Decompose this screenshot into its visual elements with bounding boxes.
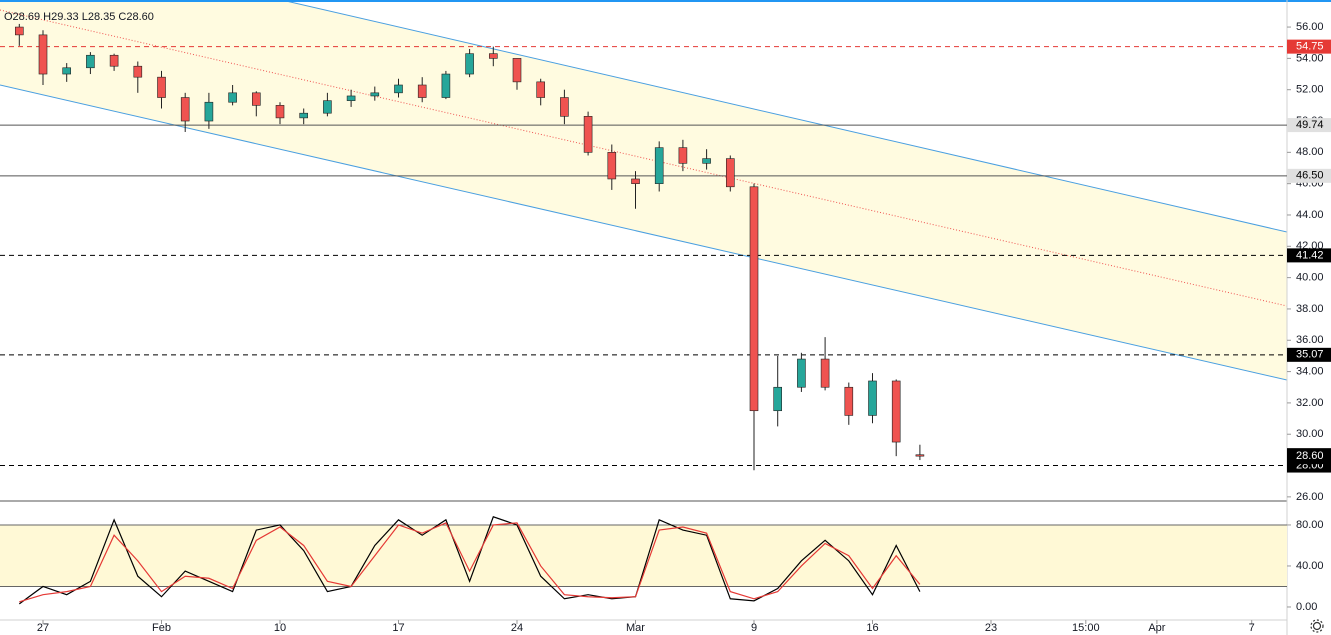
channel-mid	[0, 9, 1287, 307]
y-tick-label: 52.00	[1296, 84, 1324, 96]
candle-body	[702, 158, 711, 164]
ohlc-open: O28.69	[4, 11, 40, 23]
candle-body	[252, 92, 261, 106]
candle-body	[299, 112, 309, 119]
candle-body	[157, 76, 166, 98]
candle-body	[678, 147, 688, 164]
candle-body	[133, 65, 143, 78]
candle-body	[370, 92, 380, 97]
x-tick-label: 7	[1249, 622, 1255, 634]
candle-body	[891, 380, 901, 443]
price-level-box	[1287, 347, 1331, 362]
y-tick-label: 40.00	[1296, 560, 1324, 572]
candle-body	[180, 97, 190, 122]
candle-body	[465, 53, 474, 75]
x-tick-label: Mar	[626, 622, 645, 634]
ohlc-close: C28.60	[118, 11, 153, 23]
candle-body	[62, 67, 72, 75]
x-tick-label: 27	[37, 622, 49, 634]
candle-body	[773, 386, 783, 412]
candle-body	[488, 53, 498, 59]
x-tick-label: 16	[866, 622, 878, 634]
x-tick-label: Apr	[1148, 622, 1165, 634]
y-tick-label: 38.00	[1296, 303, 1324, 315]
candle-body	[631, 178, 640, 184]
candle-body	[749, 186, 759, 412]
x-tick-label: Feb	[152, 622, 171, 634]
price-level-box	[1287, 168, 1331, 183]
y-tick-label: 56.00	[1296, 21, 1324, 33]
candle-body	[654, 147, 664, 184]
candle-body	[536, 81, 546, 98]
y-tick-label: 34.00	[1296, 365, 1324, 377]
candle-body	[844, 386, 854, 416]
price-level-box	[1287, 248, 1331, 263]
candle-body	[725, 158, 735, 188]
candle-body	[512, 58, 522, 83]
channel-fill	[0, 2, 1287, 380]
settings-icon[interactable]	[1310, 619, 1324, 633]
candle-body	[204, 101, 214, 122]
y-tick-label: 32.00	[1296, 397, 1324, 409]
x-tick-label: 23	[985, 622, 997, 634]
y-tick-label: 54.00	[1296, 52, 1324, 64]
ohlc-header: O28.69 H29.33 L28.35 C28.60	[4, 11, 154, 23]
candle-body	[915, 454, 925, 457]
candle-body	[394, 84, 403, 94]
y-tick-label: 40.00	[1296, 272, 1324, 284]
ohlc-high: H29.33	[43, 11, 78, 23]
ohlc-low: L28.35	[82, 11, 116, 23]
candle-body	[583, 116, 593, 153]
y-tick-label: 44.00	[1296, 209, 1324, 221]
candle-body	[820, 358, 830, 388]
last-price-label: 28.60	[1296, 450, 1324, 462]
price-level-box	[1287, 39, 1331, 54]
x-tick-label: 9	[751, 622, 757, 634]
candle-body	[797, 358, 806, 388]
candle-body	[868, 380, 877, 416]
oscillator-band	[0, 524, 1287, 587]
price-level-label: 41.42	[1296, 249, 1324, 261]
channel-lower	[0, 84, 1287, 381]
price-level-box	[1287, 118, 1331, 133]
y-tick-label: 80.00	[1296, 519, 1324, 531]
candle-body	[109, 54, 119, 67]
x-tick-label: 24	[511, 622, 523, 634]
x-tick-label: 15:00	[1072, 622, 1100, 634]
price-level-label: 54.75	[1296, 41, 1324, 53]
candle-body	[86, 54, 95, 69]
candle-body	[323, 100, 332, 114]
y-tick-label: 0.00	[1296, 601, 1317, 613]
candle-body	[38, 34, 48, 75]
y-tick-label: 48.00	[1296, 146, 1324, 158]
price-level-label: 35.07	[1296, 349, 1324, 361]
candle-body	[607, 152, 617, 180]
candle-body	[441, 73, 451, 98]
x-tick-label: 10	[274, 622, 286, 634]
last-price-box	[1287, 448, 1331, 465]
channel	[0, 2, 1287, 381]
channel-upper	[288, 2, 1287, 233]
x-tick-label: 17	[392, 622, 404, 634]
y-tick-label: 30.00	[1296, 428, 1324, 440]
price-level-label: 46.50	[1296, 170, 1324, 182]
y-tick-label: 26.00	[1296, 491, 1324, 503]
oscillator-line	[19, 522, 921, 603]
candle-body	[228, 92, 237, 103]
candle-body	[275, 105, 285, 119]
candle-body	[417, 84, 427, 98]
candle-body	[346, 95, 356, 101]
price-level-label: 49.74	[1296, 119, 1324, 131]
candle-body	[560, 97, 569, 117]
oscillator-line	[18, 516, 921, 605]
y-tick-label: 36.00	[1296, 334, 1324, 346]
candle-body	[15, 26, 24, 36]
